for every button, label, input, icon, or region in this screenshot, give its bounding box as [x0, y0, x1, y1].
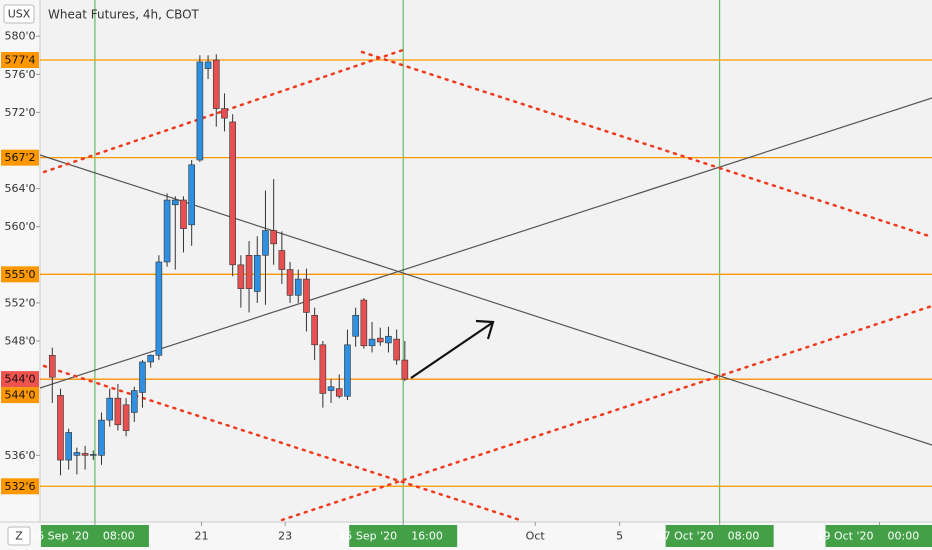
- candle-body: [212, 59, 220, 109]
- candle-body: [327, 386, 335, 391]
- candle-body: [237, 264, 245, 289]
- time-axis: [0, 522, 932, 550]
- candle-body: [188, 164, 195, 226]
- dotted-line: [42, 48, 405, 174]
- price-label: 577'4: [4, 54, 35, 67]
- candle-body: [319, 344, 327, 394]
- candle-body: [204, 61, 212, 69]
- zoom-button[interactable]: [7, 526, 31, 546]
- candle-body: [393, 338, 400, 361]
- price-label-bg: [1, 149, 39, 166]
- price-label: 555'0: [4, 268, 35, 281]
- candle-body: [229, 121, 236, 266]
- x-tick-label: 16 Sep '20: [30, 530, 89, 543]
- dotted-lines: [42, 48, 932, 522]
- candle-body: [262, 230, 269, 256]
- price-label-bg: [1, 52, 39, 69]
- candle-body: [245, 254, 253, 289]
- candle-body: [130, 390, 138, 413]
- y-tick-label: 536'0: [4, 449, 35, 462]
- candle-body: [114, 397, 122, 426]
- candle-body: [352, 314, 359, 337]
- x-tick-time: 00:00: [888, 530, 920, 543]
- candle-body: [122, 404, 130, 431]
- candle-body: [294, 278, 302, 296]
- candle-body: [286, 269, 294, 296]
- candles: [48, 54, 409, 476]
- candle-body: [155, 261, 163, 356]
- x-label-bg: [665, 525, 774, 547]
- candle-body: [253, 254, 261, 292]
- candle-body: [385, 335, 392, 344]
- x-tick-time: 08:00: [728, 530, 760, 543]
- candle-body: [147, 355, 154, 363]
- candle-body: [311, 314, 318, 346]
- candle-body: [57, 395, 64, 461]
- lines: [40, 0, 932, 522]
- y-tick-label: 572'0: [4, 106, 35, 119]
- price-label-bg: [1, 387, 39, 404]
- candle-body: [344, 344, 351, 397]
- candle-body: [65, 432, 72, 461]
- candle-body: [163, 199, 171, 263]
- candle-body: [98, 419, 105, 456]
- arrow-head: [475, 319, 495, 340]
- candle-body: [401, 359, 409, 380]
- labels: 577'4 567'2 555'0 544'0 544'0 532'6 580'0 576'0…: [1, 30, 932, 547]
- candle-body: [48, 355, 56, 378]
- x-tick-time: 16:00: [411, 530, 443, 543]
- candle-body: [89, 454, 97, 456]
- symbol: USX: [8, 8, 31, 21]
- trend-line: [39, 97, 932, 389]
- candle-body: [139, 361, 146, 393]
- candle-body: [81, 453, 89, 456]
- candle-body: [303, 278, 310, 313]
- y-tick-label: 564'0: [4, 182, 35, 195]
- candle-body: [180, 199, 187, 229]
- chart-title: Wheat Futures, 4h, CBOT: [48, 8, 200, 22]
- candle-body: [196, 61, 204, 161]
- dotted-line: [42, 364, 522, 522]
- x-tick-label: 07 Oct '20: [657, 530, 714, 543]
- price-label: 567'2: [4, 151, 35, 164]
- candle-body: [360, 299, 368, 347]
- y-tick-label: 576'0: [4, 68, 35, 81]
- candle-body: [335, 388, 343, 397]
- y-tick-label: 580'0: [4, 30, 35, 43]
- x-label-bg: [40, 525, 149, 547]
- x-tick-time: 08:00: [103, 530, 135, 543]
- y-tick-label: 548'0: [4, 335, 35, 348]
- price-label-bg: [1, 371, 39, 388]
- candle-body: [278, 250, 286, 270]
- price-label: 532'6: [4, 480, 35, 493]
- arrow: [410, 322, 493, 379]
- candle-body: [73, 452, 81, 456]
- x-tick-label: 5: [616, 530, 623, 543]
- x-tick-label: 25 Sep '20: [338, 530, 397, 543]
- candle-body: [171, 199, 179, 206]
- corner-label: Z: [15, 530, 23, 543]
- price-label: 544'0: [4, 389, 35, 402]
- candle-body: [106, 397, 113, 421]
- x-tick-label: 23: [278, 530, 292, 543]
- y-tick-label: 552'0: [4, 296, 35, 309]
- candle-body: [270, 230, 277, 245]
- candle-body: [376, 337, 384, 343]
- x-label-bg: [349, 525, 458, 547]
- x-label-bg: [825, 525, 932, 547]
- symbol-box[interactable]: [3, 4, 35, 24]
- price-label-bg: [1, 478, 39, 495]
- x-tick-label: Oct: [526, 530, 546, 543]
- candle-body: [221, 108, 228, 119]
- price-label-bg: [1, 266, 39, 283]
- candle-body: [368, 338, 376, 347]
- x-tick-label: 21: [195, 530, 209, 543]
- y-tick-label: 560'0: [4, 220, 35, 233]
- price-label: 544'0: [4, 373, 35, 386]
- dotted-line: [280, 304, 932, 522]
- x-tick-label: 19 Oct '20: [816, 530, 873, 543]
